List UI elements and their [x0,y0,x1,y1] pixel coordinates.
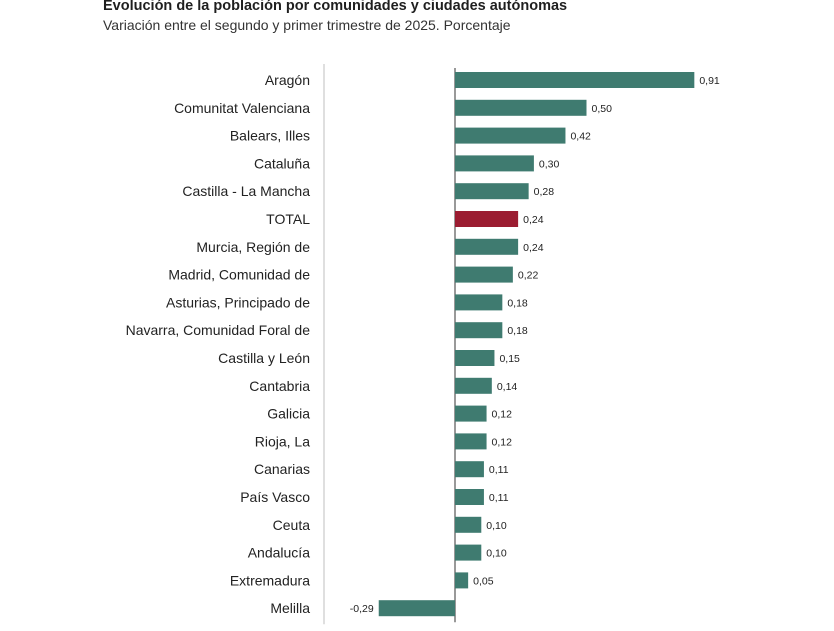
value-label-pais-vasco: 0,11 [489,492,509,504]
category-label-galicia: Galicia [267,406,310,422]
value-label-balears-illes: 0,42 [570,131,591,143]
bar-comunitat-valenciana [455,99,587,116]
category-label-castilla-la-mancha: Castilla - La Mancha [182,183,310,199]
value-label-melilla: -0,29 [350,603,374,615]
category-label-canarias: Canarias [254,461,310,477]
bar-galicia [455,405,487,422]
category-label-melilla: Melilla [270,600,310,616]
category-label-rioja-la: Rioja, La [255,433,310,449]
category-label-balears-illes: Balears, Illes [230,128,310,144]
category-label-ceuta: Ceuta [273,517,311,533]
bar-balears-illes [455,127,566,144]
bar-asturias-principado-de [455,294,503,311]
bar-madrid-comunidad-de [455,266,513,283]
category-label-cantabria: Cantabria [249,378,310,394]
category-label-asturias-principado-de: Asturias, Principado de [166,294,310,310]
value-label-canarias: 0,11 [489,464,509,476]
chart-title: Evolución de la población por comunidade… [103,0,568,14]
value-label-asturias-principado-de: 0,18 [507,297,528,309]
category-label-extremadura: Extremadura [230,572,310,588]
category-label-comunitat-valenciana: Comunitat Valenciana [174,100,310,116]
bar-rioja-la [455,433,487,450]
value-label-madrid-comunidad-de: 0,22 [518,270,539,282]
category-label-navarra-comunidad-foral-de: Navarra, Comunidad Foral de [126,322,311,338]
category-label-pais-vasco: País Vasco [240,489,310,505]
value-label-andalucia: 0,10 [486,548,507,560]
bar-aragon [455,72,695,88]
bar-navarra-comunidad-foral-de [455,322,503,339]
value-label-rioja-la: 0,12 [492,436,513,448]
category-label-castilla-y-leon: Castilla y León [218,350,310,366]
category-label-aragon: Aragón [265,72,310,88]
bar-murcia-region-de [455,238,519,255]
bar-ceuta [455,516,482,533]
value-label-navarra-comunidad-foral-de: 0,18 [507,325,528,337]
value-label-total: 0,24 [523,214,544,226]
value-label-ceuta: 0,10 [486,520,507,532]
bar-extremadura [455,572,469,589]
value-label-cantabria: 0,14 [497,381,518,393]
category-label-andalucia: Andalucía [248,545,310,561]
value-label-murcia-region-de: 0,24 [523,242,544,254]
bar-castilla-la-mancha [455,183,529,200]
chart-subtitle: Variación entre el segundo y primer trim… [103,17,511,33]
bar-andalucia [455,544,482,561]
bar-castilla-y-leon [455,350,495,366]
category-label-madrid-comunidad-de: Madrid, Comunidad de [168,267,310,283]
value-label-castilla-la-mancha: 0,28 [534,186,555,198]
bar-canarias [455,461,484,478]
value-label-aragon: 0,91 [699,75,720,87]
value-label-comunitat-valenciana: 0,50 [592,103,613,115]
category-label-cataluna: Cataluña [254,155,310,171]
value-label-galicia: 0,12 [492,409,513,421]
bar-total [455,211,519,227]
category-label-total: TOTAL [266,211,310,227]
bar-cataluna [455,155,534,172]
bar-cantabria [455,377,492,394]
value-label-castilla-y-leon: 0,15 [499,353,520,365]
bar-melilla [378,600,455,617]
value-label-extremadura: 0,05 [473,575,494,587]
value-label-cataluna: 0,30 [539,158,560,170]
bar-pais-vasco [455,489,484,505]
category-label-murcia-region-de: Murcia, Región de [196,239,310,255]
